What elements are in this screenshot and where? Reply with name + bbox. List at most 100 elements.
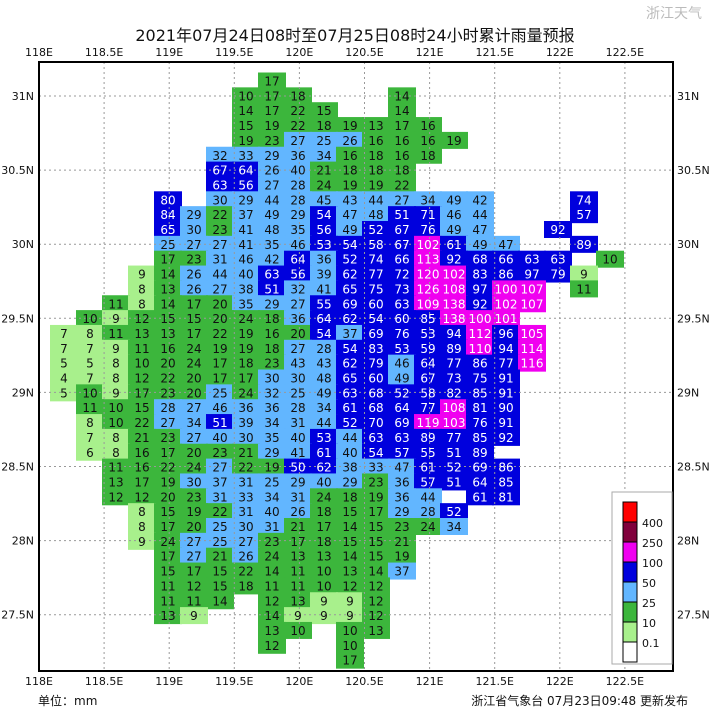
rainfall-cell xyxy=(310,324,338,342)
axis-labels: 118E 118E 118.5E 118.5E 119E 119E 119.5E 119.5E… xyxy=(1,46,709,688)
rainfall-cell xyxy=(206,577,234,595)
rainfall-cell xyxy=(128,310,156,328)
rainfall-cell xyxy=(310,518,338,535)
rainfall-value: 57 xyxy=(420,475,435,489)
rainfall-cell xyxy=(258,503,286,521)
rainfall-value: 16 xyxy=(420,119,435,133)
rainfall-value: 15 xyxy=(212,579,227,593)
rainfall-value: 44 xyxy=(420,490,435,504)
rainfall-cell xyxy=(232,146,260,164)
rainfall-value: 21 xyxy=(394,535,409,549)
rainfall-cell xyxy=(154,399,182,417)
rainfall-value: 40 xyxy=(238,268,253,282)
rainfall-value: 49 xyxy=(394,372,409,386)
rainfall-value: 52 xyxy=(394,386,409,400)
rainfall-cell xyxy=(180,339,208,357)
rainfall-value: 5 xyxy=(60,386,68,400)
rainfall-value: 66 xyxy=(394,253,409,267)
rainfall-value: 89 xyxy=(420,431,435,445)
rainfall-value: 11 xyxy=(290,565,305,579)
rainfall-cell xyxy=(310,146,338,164)
rainfall-cell xyxy=(440,324,468,342)
rainfall-value: 8 xyxy=(138,282,146,296)
rainfall-value: 18 xyxy=(290,89,305,103)
rainfall-value: 27 xyxy=(394,193,409,207)
rainfall-cell xyxy=(362,221,390,238)
rainfall-value: 54 xyxy=(316,327,331,341)
rainfall-cell xyxy=(154,295,182,313)
rainfall-value: 55 xyxy=(420,446,435,460)
rainfall-cell xyxy=(310,488,338,506)
rainfall-cell xyxy=(518,295,546,313)
rainfall-value: 19 xyxy=(238,327,253,341)
rainfall-cell xyxy=(232,532,260,550)
rainfall-value: 65 xyxy=(160,223,175,237)
rainfall-value: 15 xyxy=(212,565,227,579)
rainfall-value: 15 xyxy=(342,535,357,549)
rainfall-value: 64 xyxy=(238,164,253,178)
rainfall-value: 27 xyxy=(186,535,201,549)
rainfall-cell xyxy=(232,562,260,580)
rainfall-value: 27 xyxy=(186,401,201,415)
legend-swatch xyxy=(622,641,638,663)
graticule xyxy=(39,62,673,671)
rainfall-value: 43 xyxy=(316,357,331,371)
rainfall-cell xyxy=(310,176,338,194)
rainfall-value: 76 xyxy=(420,223,435,237)
rainfall-cell xyxy=(570,280,598,298)
rainfall-cell xyxy=(336,176,364,194)
rainfall-value: 63 xyxy=(212,178,227,192)
rainfall-cell xyxy=(336,503,364,521)
rainfall-value: 27 xyxy=(212,461,227,475)
rainfall-cell xyxy=(284,354,312,372)
rainfall-cell xyxy=(414,265,442,283)
rainfall-cell xyxy=(284,503,312,521)
rainfall-value: 43 xyxy=(342,193,357,207)
rainfall-value: 102 xyxy=(443,268,466,282)
rainfall-cell xyxy=(362,607,390,625)
rainfall-cell xyxy=(466,339,494,357)
rainfall-value: 9 xyxy=(346,609,354,623)
rainfall-cell xyxy=(206,503,234,521)
rainfall-value: 56 xyxy=(290,268,305,282)
rainfall-cell xyxy=(258,102,286,120)
rainfall-cell xyxy=(180,458,208,476)
rainfall-cell xyxy=(310,339,338,357)
rainfall-cell xyxy=(362,206,390,224)
rainfall-cell xyxy=(310,354,338,372)
rainfall-value: 40 xyxy=(290,164,305,178)
rainfall-value: 8 xyxy=(112,431,120,445)
rainfall-cell xyxy=(258,250,286,268)
rainfall-value: 24 xyxy=(186,461,201,475)
rainfall-value: 77 xyxy=(446,431,461,445)
rainfall-cell xyxy=(440,458,468,476)
rainfall-cell xyxy=(362,280,390,298)
rainfall-value: 36 xyxy=(264,401,279,415)
rainfall-cell xyxy=(232,488,260,506)
rainfall-value: 30 xyxy=(290,372,305,386)
rainfall-value: 29 xyxy=(394,505,409,519)
rainfall-cell xyxy=(414,235,442,253)
rainfall-value: 38 xyxy=(342,461,357,475)
rainfall-cell xyxy=(388,265,416,283)
rainfall-value: 68 xyxy=(368,401,383,415)
rainfall-cell xyxy=(310,265,338,283)
rainfall-cell xyxy=(414,369,442,387)
rainfall-value: 35 xyxy=(238,297,253,311)
rainfall-cell xyxy=(388,428,416,446)
rainfall-cell xyxy=(154,191,182,209)
rainfall-value: 29 xyxy=(264,297,279,311)
rainfall-cell xyxy=(128,458,156,476)
rainfall-cell xyxy=(414,146,442,164)
rainfall-value: 19 xyxy=(264,461,279,475)
rainfall-value: 29 xyxy=(238,193,253,207)
rainfall-cell xyxy=(180,592,208,610)
rainfall-cell xyxy=(232,518,260,535)
rainfall-value: 35 xyxy=(264,238,279,252)
rainfall-value: 41 xyxy=(238,238,253,252)
rainfall-value: 92 xyxy=(550,223,565,237)
rainfall-value: 20 xyxy=(212,312,227,326)
rainfall-value: 15 xyxy=(238,119,253,133)
rainfall-cell xyxy=(414,295,442,313)
